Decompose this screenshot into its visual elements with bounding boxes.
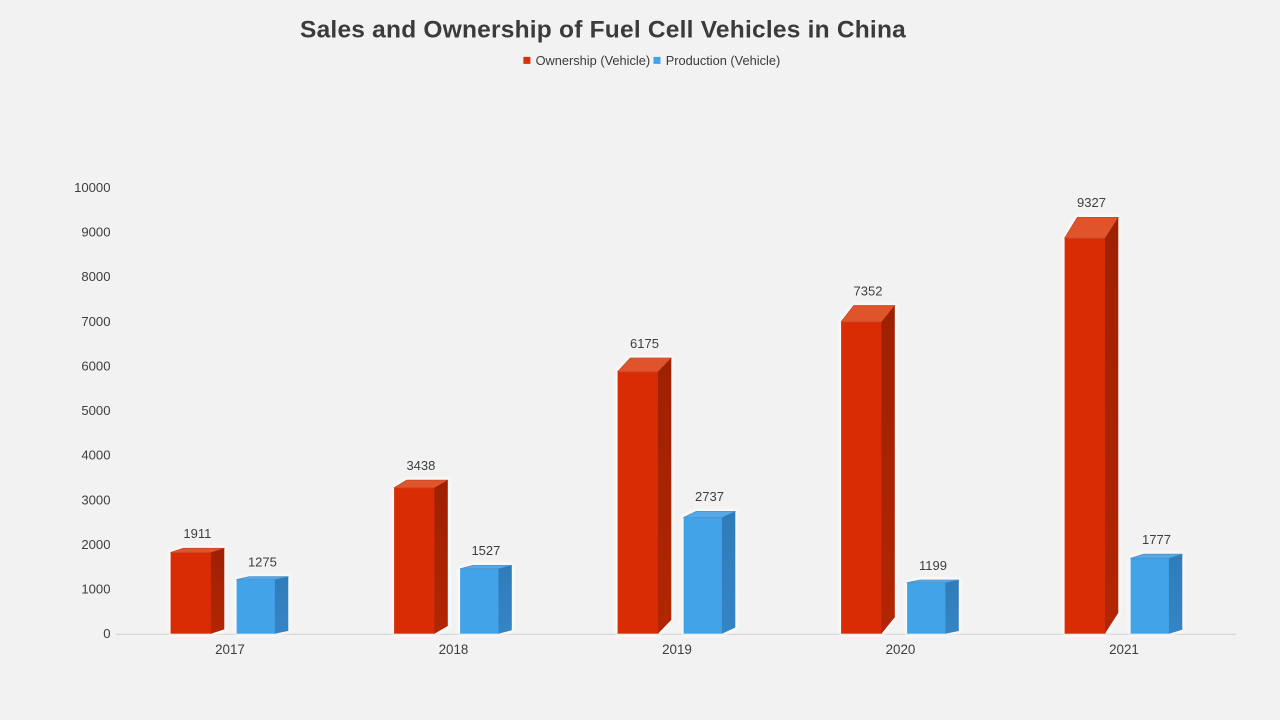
svg-text:7352: 7352 <box>854 283 883 298</box>
svg-text:Sales and Ownership of Fuel Ce: Sales and Ownership of Fuel Cell Vehicle… <box>300 16 906 43</box>
svg-text:2021: 2021 <box>1109 642 1139 657</box>
svg-text:9000: 9000 <box>81 225 110 240</box>
svg-text:10000: 10000 <box>74 180 110 195</box>
svg-text:9327: 9327 <box>1077 195 1106 210</box>
svg-text:1777: 1777 <box>1142 532 1171 547</box>
svg-text:1911: 1911 <box>183 526 211 541</box>
svg-text:2019: 2019 <box>662 642 692 657</box>
svg-text:1000: 1000 <box>81 582 110 597</box>
svg-text:1527: 1527 <box>471 543 500 558</box>
svg-text:2020: 2020 <box>886 642 916 657</box>
svg-text:6175: 6175 <box>630 336 659 351</box>
svg-text:Production (Vehicle): Production (Vehicle) <box>666 53 781 68</box>
svg-text:2000: 2000 <box>81 537 110 552</box>
svg-text:2737: 2737 <box>695 489 724 504</box>
svg-text:4000: 4000 <box>81 448 110 463</box>
svg-text:Ownership (Vehicle): Ownership (Vehicle) <box>536 53 651 68</box>
svg-text:0: 0 <box>103 626 110 641</box>
svg-text:8000: 8000 <box>81 269 110 284</box>
svg-text:6000: 6000 <box>81 358 110 373</box>
svg-text:1199: 1199 <box>919 558 947 573</box>
svg-text:2018: 2018 <box>439 642 469 657</box>
svg-text:2017: 2017 <box>215 642 245 657</box>
svg-text:3438: 3438 <box>406 458 435 473</box>
svg-text:7000: 7000 <box>81 314 110 329</box>
svg-text:1275: 1275 <box>248 554 277 569</box>
svg-text:5000: 5000 <box>81 403 110 418</box>
svg-text:3000: 3000 <box>81 492 110 507</box>
